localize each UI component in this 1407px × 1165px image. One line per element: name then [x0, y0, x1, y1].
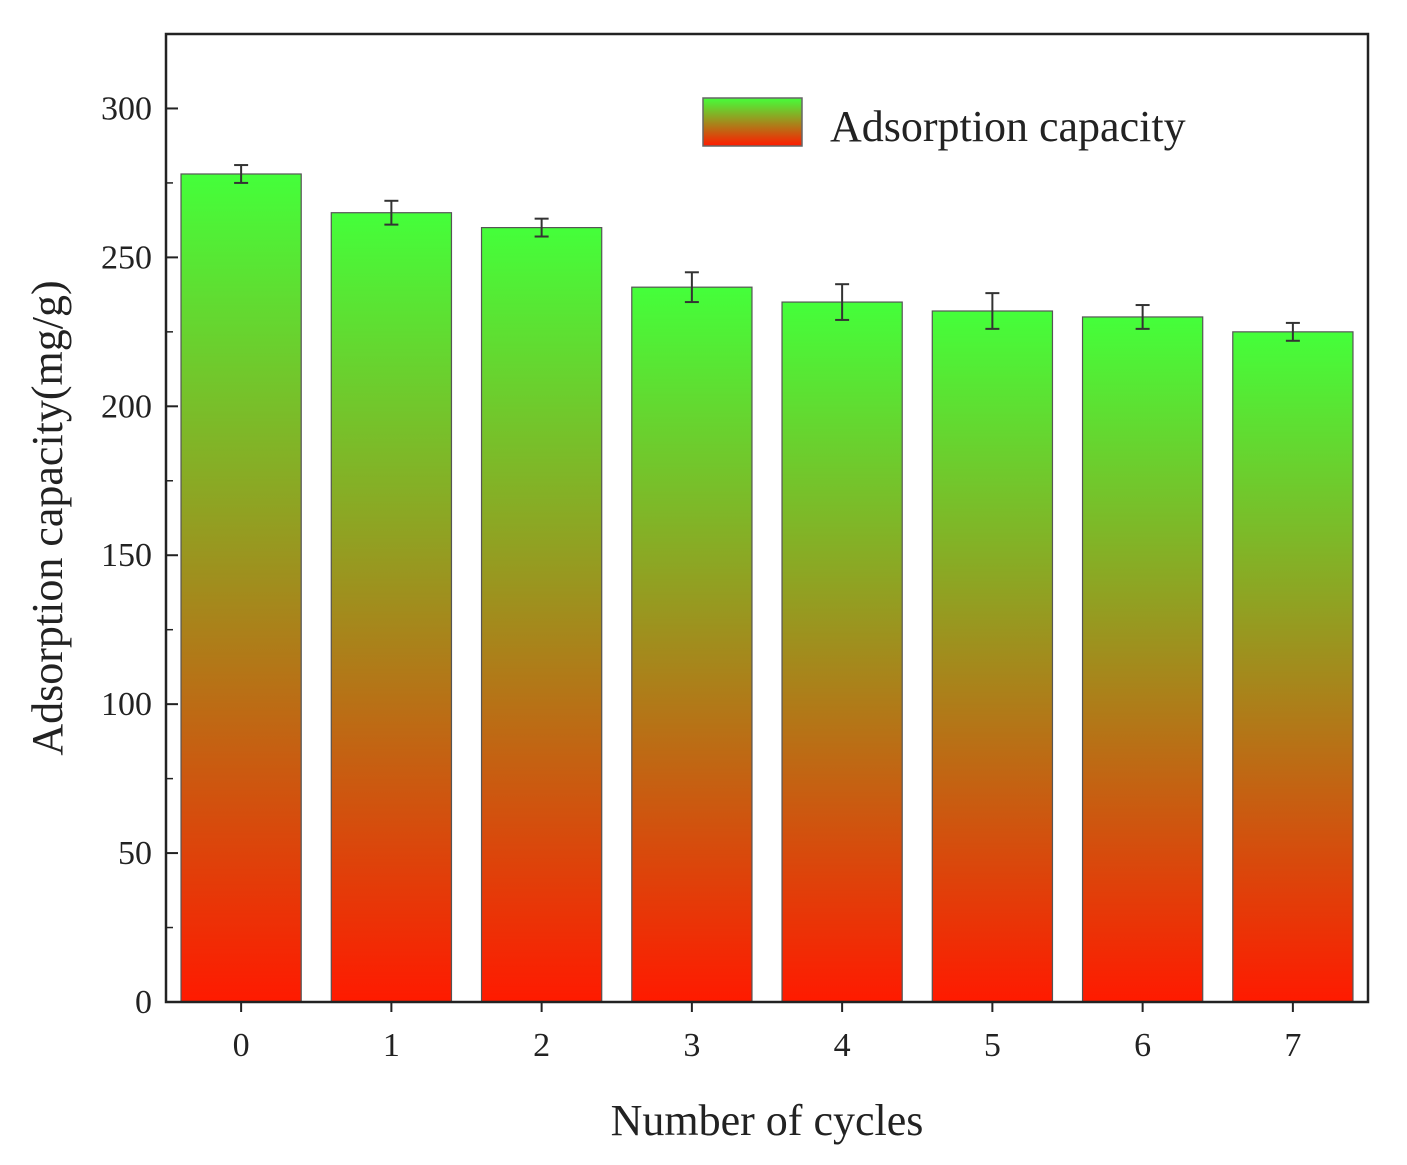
bar-cycle-7: [1232, 331, 1354, 1003]
bar-cycle-1: [330, 212, 453, 1003]
x-tick-label: 0: [233, 1027, 250, 1064]
bar-cycle-2: [480, 227, 603, 1003]
error-bar-cycle-5: [985, 292, 1000, 330]
error-bar-cycle-6: [1135, 304, 1150, 330]
y-tick-label: 300: [101, 90, 152, 127]
x-tick-label: 7: [1284, 1027, 1301, 1064]
bar-cycle-4: [781, 301, 903, 1003]
x-tick-label: 2: [533, 1027, 550, 1064]
error-bars-group: [234, 164, 1300, 342]
x-tick-label: 3: [683, 1027, 700, 1064]
y-tick-label: 0: [135, 984, 152, 1021]
legend: Adsorption capacity: [702, 97, 1186, 151]
bar-cycle-5: [931, 310, 1054, 1003]
x-tick-label: 6: [1134, 1027, 1151, 1064]
error-bar-cycle-3: [684, 271, 699, 304]
bar-cycle-3: [631, 286, 753, 1003]
error-bar-cycle-1: [384, 199, 399, 226]
x-tick-label: 5: [984, 1027, 1001, 1064]
error-bar-cycle-4: [835, 283, 850, 321]
x-axis-title: Number of cycles: [611, 1096, 924, 1145]
x-tick-label: 1: [383, 1027, 400, 1064]
y-tick-label: 200: [101, 388, 152, 425]
y-axis-title: Adsorption capacity(mg/g): [23, 280, 72, 755]
bar-cycle-0: [180, 173, 302, 1003]
y-tick-label: 100: [101, 686, 152, 723]
y-tick-label: 250: [101, 239, 152, 276]
plot-frame: [164, 32, 1370, 1004]
bar-cycle-6: [1081, 316, 1204, 1003]
x-axis: 0 1 2 3 4 5 6 7: [233, 1002, 1301, 1064]
y-axis: 0 50 100 150 200 250 300: [101, 90, 178, 1021]
bars-group: [180, 173, 1354, 1003]
legend-label: Adsorption capacity: [830, 102, 1186, 151]
error-bar-cycle-7: [1285, 321, 1300, 342]
legend-swatch: [702, 97, 803, 147]
y-tick-label: 150: [101, 537, 152, 574]
x-tick-label: 4: [834, 1027, 851, 1064]
error-bar-cycle-2: [534, 217, 549, 238]
error-bar-cycle-0: [234, 164, 249, 184]
y-tick-label: 50: [118, 835, 152, 872]
